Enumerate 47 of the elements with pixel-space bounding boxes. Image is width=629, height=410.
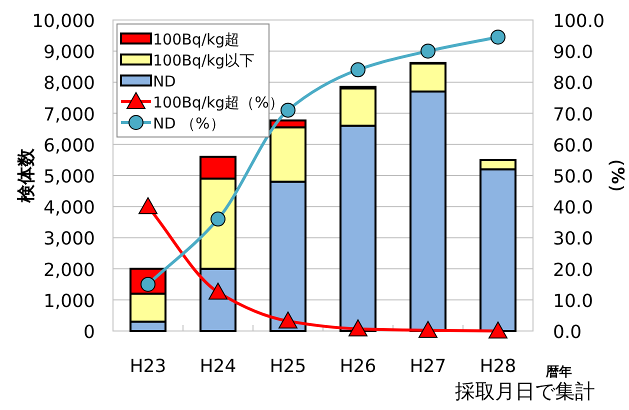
y2-tick-label: 70.0 (553, 104, 594, 126)
point (418, 320, 438, 338)
y2-tick-label: 90.0 (553, 42, 594, 64)
x-tick-label: H24 (200, 356, 236, 377)
y-tick-label: 5,000 (43, 166, 95, 188)
y2-tick-label: 0.0 (553, 322, 582, 343)
y-tick-label: 7,000 (43, 104, 95, 126)
point (138, 197, 158, 214)
x-tick-label: H26 (340, 356, 376, 377)
point (488, 322, 508, 338)
y-tick-label: 9,000 (43, 42, 95, 64)
legend-label: 100Bq/kg以下 (153, 52, 255, 70)
y2-axis-title: （%） (607, 150, 627, 202)
y2-tick-label: 20.0 (553, 260, 594, 281)
y-tick-label: 3,000 (43, 228, 95, 250)
y-tick-label: 0 (84, 322, 95, 343)
y-tick-label: 10,000 (32, 11, 95, 32)
x-tick-label: H27 (410, 356, 446, 377)
y2-tick-label: 10.0 (553, 290, 594, 312)
point (348, 319, 368, 336)
y-axis-title: 検体数 (16, 148, 37, 204)
point (278, 312, 298, 329)
x-tick-label: H28 (480, 356, 516, 377)
y2-tick-label: 30.0 (553, 228, 594, 250)
y2-tick-label: 80.0 (553, 73, 594, 94)
y-tick-label: 8,000 (43, 73, 95, 94)
legend-label: 100Bq/kg超（%） (153, 94, 284, 112)
y2-tick-label: 100.0 (553, 11, 605, 32)
x-tick-label: H25 (270, 356, 306, 377)
y-tick-label: 4,000 (43, 198, 95, 219)
y2-tick-label: 40.0 (553, 198, 594, 219)
point (280, 102, 296, 118)
point (420, 44, 436, 59)
y-tick-label: 1,000 (43, 290, 95, 312)
legend-label: ND （%） (153, 114, 225, 132)
point (490, 30, 506, 45)
legend-label: 100Bq/kg超 (153, 30, 240, 48)
x-axis-title: 暦年 (545, 365, 572, 380)
point (350, 62, 366, 78)
x-tick-label: H23 (130, 356, 166, 377)
point (210, 212, 226, 227)
text: 採取月日で集計 (455, 379, 595, 403)
y-tick-label: 6,000 (43, 135, 95, 156)
legend-label: ND (153, 72, 176, 90)
y-tick-label: 2,000 (43, 260, 95, 281)
y2-tick-label: 60.0 (553, 135, 594, 156)
y2-tick-label: 50.0 (553, 166, 594, 188)
